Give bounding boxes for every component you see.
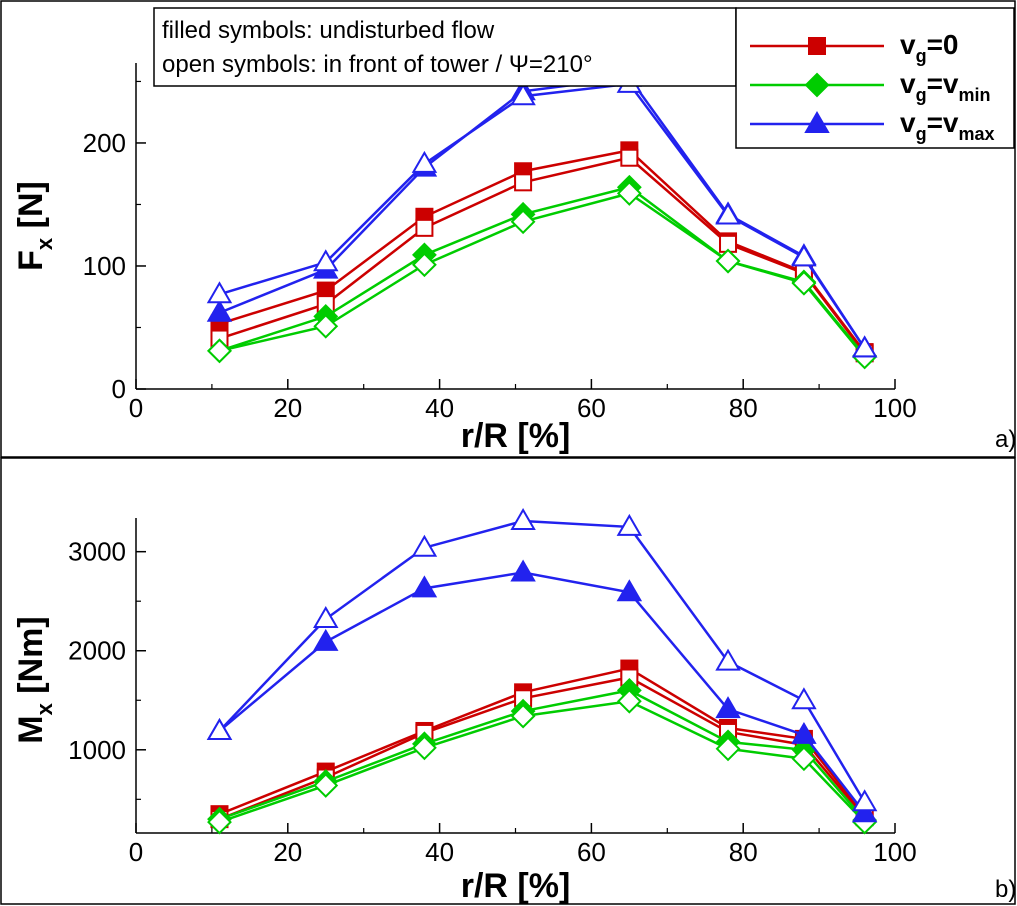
data-point: [313, 313, 339, 339]
data-point: [791, 721, 817, 744]
data-point: [851, 335, 878, 358]
series-green-open: [207, 688, 878, 835]
data-point: [851, 789, 878, 812]
series-line: [218, 519, 866, 803]
data-point: [715, 736, 741, 762]
series-line: [219, 667, 866, 816]
y-tick-label: 100: [83, 251, 126, 281]
series-line: [219, 699, 866, 824]
x-tick-label: 20: [273, 393, 302, 423]
data-point: [715, 248, 741, 274]
y-tick-label: 2000: [68, 636, 126, 666]
data-point: [411, 150, 438, 173]
data-point: [715, 648, 741, 671]
x-tick-label: 60: [577, 393, 606, 423]
panel-tag: a): [995, 426, 1016, 453]
data-point: [616, 688, 642, 714]
series-red-open: [210, 668, 874, 829]
x-tick-label: 100: [873, 393, 916, 423]
series-line: [219, 689, 866, 821]
series-green-filled: [207, 174, 878, 369]
x-axis-label: r/R [%]: [461, 867, 571, 905]
series-line: [219, 676, 866, 821]
y-axis-label: Fx [N]: [12, 181, 57, 271]
y-tick-label: 0: [112, 374, 126, 404]
data-point: [206, 281, 233, 304]
y-tick-label: 200: [83, 128, 126, 158]
data-point: [510, 209, 536, 235]
series-line: [218, 571, 866, 814]
data-point: [715, 696, 741, 719]
data-point: [313, 773, 339, 798]
y-axis-label: Mx [Nm]: [12, 616, 57, 743]
series-blue-filled: [206, 559, 878, 823]
note-line-1: filled symbols: undisturbed flow: [162, 17, 495, 44]
data-point: [715, 202, 741, 225]
x-tick-label: 40: [425, 393, 454, 423]
data-point: [207, 338, 232, 364]
y-tick-label: 3000: [68, 537, 126, 567]
data-point: [510, 83, 536, 106]
data-point: [791, 687, 817, 710]
data-point: [616, 180, 642, 206]
y-tick-label: 1000: [68, 735, 126, 765]
series-green-open: [207, 180, 878, 370]
panel-b-chart: 0 20 40 60 80 100 1000 2000 3000 r/R [%] Mx [Nm] b): [12, 507, 1016, 905]
series-line: [219, 82, 866, 350]
note-box: filled symbols: undisturbed flow open sy…: [153, 7, 737, 87]
data-point: [313, 628, 339, 651]
data-point: [411, 534, 438, 557]
x-axis-label: r/R [%]: [461, 417, 571, 455]
data-point: [412, 252, 437, 278]
data-point: [313, 249, 339, 272]
x-tick-label: 40: [425, 837, 454, 867]
data-point: [791, 746, 817, 772]
data-point: [514, 173, 533, 192]
data-point: [510, 559, 536, 582]
x-tick-label: 0: [129, 393, 143, 423]
legend-marker: [804, 72, 830, 98]
data-point: [620, 148, 639, 167]
panel-a-frame: [0, 0, 1016, 458]
legend-label: vg=0: [900, 29, 959, 66]
data-point: [791, 244, 817, 267]
data-point: [207, 809, 232, 835]
data-point: [206, 299, 233, 322]
legend-label: vg=vmin: [900, 68, 991, 105]
data-point: [791, 270, 817, 296]
panel-b-frame: [0, 457, 1016, 905]
data-point: [616, 579, 643, 602]
series-blue-open: [206, 507, 878, 812]
data-point: [411, 575, 438, 598]
legend-entry: vg=0: [750, 29, 959, 66]
series-line: [219, 148, 866, 353]
panel-tag: b): [995, 876, 1016, 903]
legend-marker: [808, 37, 826, 55]
x-tick-label: 100: [873, 837, 916, 867]
x-tick-label: 0: [129, 837, 143, 867]
data-point: [510, 703, 536, 729]
data-point: [313, 606, 339, 629]
data-point: [415, 218, 434, 237]
series-line: [219, 156, 866, 355]
data-point: [510, 507, 536, 530]
x-tick-label: 80: [729, 837, 758, 867]
data-point: [206, 717, 233, 740]
x-tick-label: 60: [577, 837, 606, 867]
legend-entry: vg=vmin: [750, 68, 991, 105]
x-tick-label: 20: [273, 837, 302, 867]
legend-marker: [804, 111, 830, 133]
x-tick-label: 80: [729, 393, 758, 423]
note-line-2: open symbols: in front of tower / Ψ=210°: [162, 51, 593, 78]
series-red-filled: [210, 141, 874, 362]
legend-entry: vg=vmax: [750, 107, 995, 144]
legend-label: vg=vmax: [900, 107, 995, 144]
data-point: [851, 800, 878, 823]
data-point: [616, 513, 643, 536]
data-point: [412, 735, 437, 761]
series-line: [219, 192, 866, 358]
